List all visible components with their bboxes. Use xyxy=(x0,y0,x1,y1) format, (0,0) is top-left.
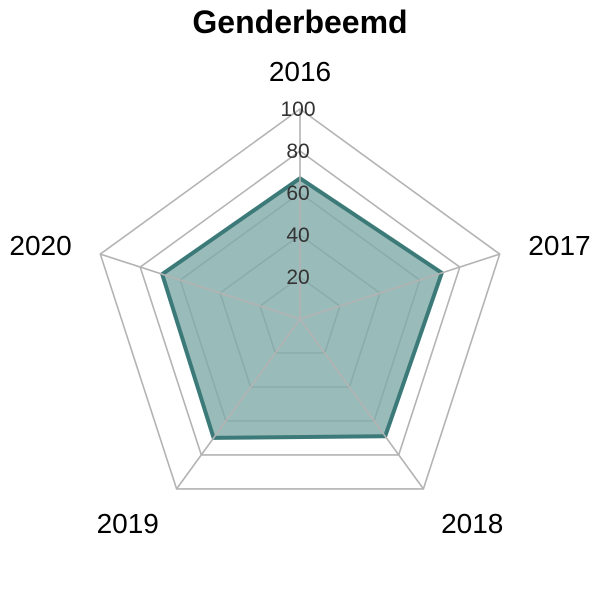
tick-label-100: 100 xyxy=(280,98,315,121)
axis-label-2019: 2019 xyxy=(97,508,159,539)
grid-ring-80 xyxy=(139,150,461,456)
axis-label-2017: 2017 xyxy=(528,230,590,261)
radar-spokes xyxy=(100,109,500,490)
tick-label-40: 40 xyxy=(286,224,309,247)
tick-label-80: 80 xyxy=(286,140,309,163)
radar-series xyxy=(160,176,444,440)
series-area-0 xyxy=(162,178,442,438)
spoke-2019 xyxy=(175,318,301,490)
grid-ring-100 xyxy=(99,108,501,490)
axis-label-2016: 2016 xyxy=(269,56,331,87)
chart-title: Genderbeemd xyxy=(192,4,408,40)
series-line-0 xyxy=(160,176,444,440)
axis-label-2020: 2020 xyxy=(9,230,71,261)
radar-tick-labels: 20 40 60 80 100 xyxy=(280,98,315,289)
spoke-2018 xyxy=(299,318,425,490)
spoke-2017 xyxy=(299,253,500,320)
tick-label-20: 20 xyxy=(286,266,309,289)
tick-label-60: 60 xyxy=(286,182,309,205)
radar-axis-labels: 2016 2017 2018 2019 2020 xyxy=(9,56,590,539)
axis-label-2018: 2018 xyxy=(441,508,503,539)
spoke-2020 xyxy=(100,253,301,320)
